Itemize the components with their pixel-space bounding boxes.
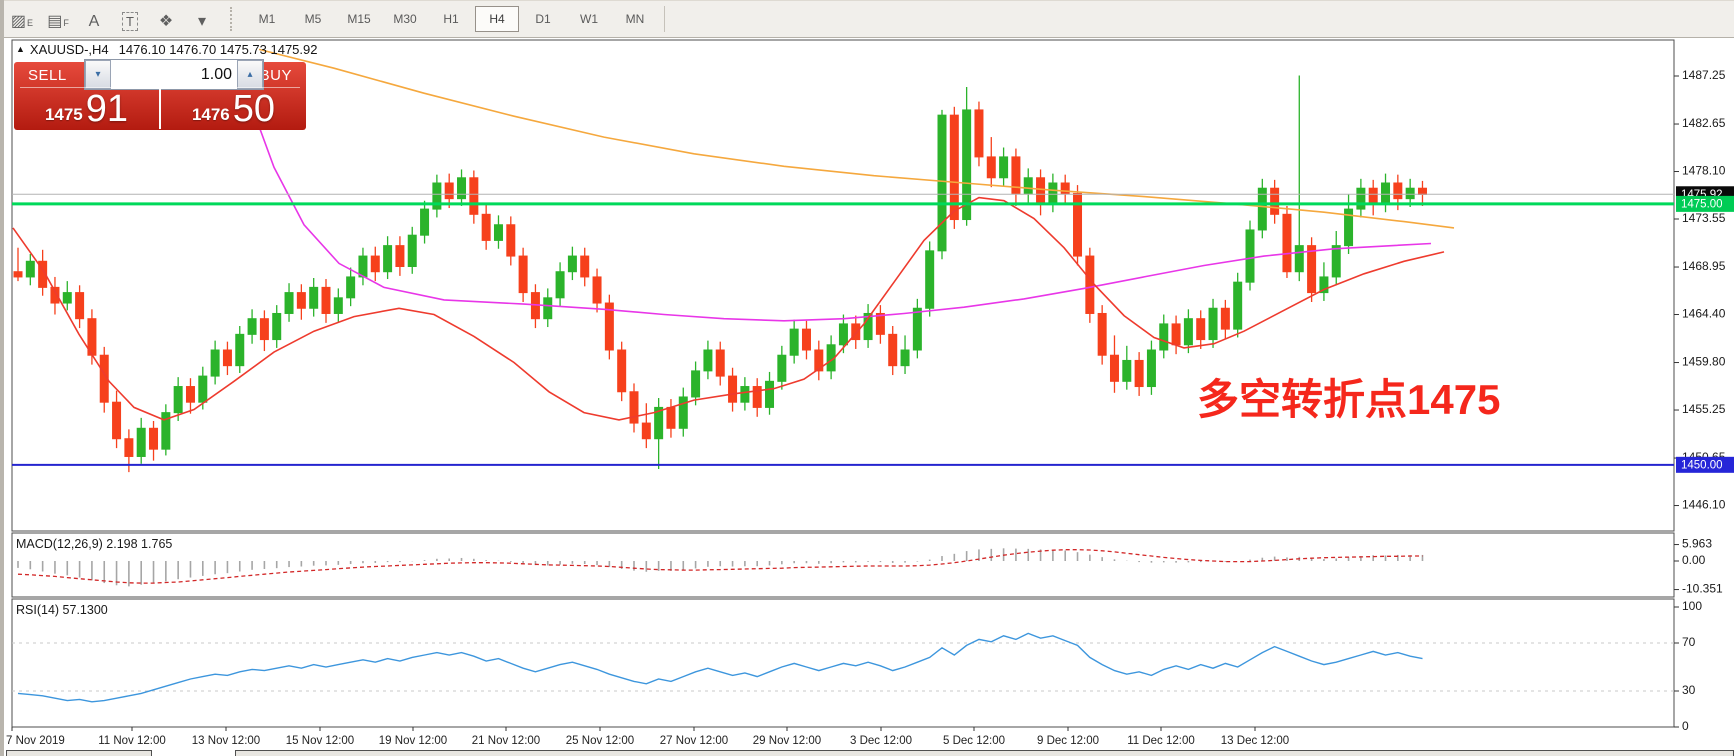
text-box-icon[interactable]: T [115,5,145,31]
macd-indicator-label: MACD(12,26,9) 2.198 1.765 [16,537,173,551]
price-divider [159,89,161,129]
toolbar-grip[interactable] [230,7,238,31]
arrow-objects-icon[interactable]: ❖ [158,13,174,30]
svg-text:21 Nov 12:00: 21 Nov 12:00 [472,735,540,747]
objects-dropdown-icon[interactable]: ▾ [197,13,207,30]
buy-price-big: 50 [232,87,276,130]
panel-divider [20,87,300,88]
bottom-tab-stub[interactable] [6,750,152,756]
sell-price-big: 91 [85,87,129,130]
ohlc-values: 1476.10 1476.70 1475.73 1475.92 [118,42,318,57]
svg-text:5 Dec 12:00: 5 Dec 12:00 [943,735,1005,747]
buy-price-small: 1476 [191,105,230,124]
timeframe-M1[interactable]: M1 [258,12,276,26]
timeframe-H1[interactable]: H1 [443,12,459,26]
svg-text:15 Nov 12:00: 15 Nov 12:00 [286,735,354,747]
volume-spinner: ▾ ▴ [84,59,264,90]
svg-text:25 Nov 12:00: 25 Nov 12:00 [566,735,634,747]
svg-text:3 Dec 12:00: 3 Dec 12:00 [850,735,912,747]
macd-signal-line [17,549,1423,584]
chart-title: ▲ XAUUSD-,H4 1476.10 1476.70 1475.73 1475.… [16,42,317,57]
svg-text:1478.10: 1478.10 [1682,164,1726,178]
svg-text:1446.10: 1446.10 [1682,498,1726,512]
sell-price-small: 1475 [44,105,83,124]
equidistant-channel-icon[interactable]: ▨ E [10,13,34,30]
timeframe-M5[interactable]: M5 [304,12,322,26]
svg-text:5.963: 5.963 [1682,537,1712,551]
drawing-tools-group: ▨ E ▤ F A T ❖ ▾ [4,5,220,33]
svg-text:1475.00: 1475.00 [1681,198,1723,210]
svg-text:70: 70 [1682,635,1696,649]
svg-text:1468.95: 1468.95 [1682,259,1726,273]
timeframe-M15[interactable]: M15 [347,12,371,26]
time-axis: 7 Nov 2019 11 Nov 12:00 13 Nov 12:00 15 Nov… [6,727,1289,747]
svg-text:1487.25: 1487.25 [1682,68,1726,82]
svg-text:9 Dec 12:00: 9 Dec 12:00 [1037,735,1099,747]
volume-input[interactable] [111,60,237,89]
svg-text:0: 0 [1682,719,1689,733]
svg-text:30: 30 [1682,683,1696,697]
bottom-tab-stub[interactable] [235,750,1734,756]
svg-text:1450.00: 1450.00 [1681,459,1723,471]
svg-text:29 Nov 12:00: 29 Nov 12:00 [753,735,821,747]
chart-canvas[interactable]: 1487.25 1482.65 1478.10 1473.55 1468.95 1464.… [4,0,1734,756]
svg-text:1464.40: 1464.40 [1682,307,1726,321]
svg-text:1455.25: 1455.25 [1682,402,1726,416]
one-click-trading-panel: SELL BUY ▾ ▴ 1475 91 1476 50 [14,59,306,130]
svg-text:1459.80: 1459.80 [1682,355,1726,369]
buy-price-display[interactable]: 1476 50 [161,88,306,130]
svg-text:27 Nov 12:00: 27 Nov 12:00 [660,735,728,747]
sell-price-display[interactable]: 1475 91 [14,88,159,130]
svg-text:11 Nov 12:00: 11 Nov 12:00 [98,735,166,747]
svg-text:13 Dec 12:00: 13 Dec 12:00 [1221,735,1289,747]
volume-decrease-button[interactable]: ▾ [85,60,111,89]
rsi-panel: 100 70 30 0 [12,599,1702,733]
macd-panel: 5.963 0.00 -10.351 [17,537,1723,596]
symbol-period-label: XAUUSD-,H4 [29,42,109,57]
svg-text:11 Dec 12:00: 11 Dec 12:00 [1127,735,1195,747]
chart-annotation-text: 多空转折点1475 [1197,376,1501,423]
timeframe-M30[interactable]: M30 [393,12,417,26]
rsi-line [17,632,1423,703]
price-axis: 1487.25 1482.65 1478.10 1473.55 1468.95 1464.… [1674,68,1726,512]
svg-text:1482.65: 1482.65 [1682,116,1726,130]
timeframe-H4[interactable]: H4 [475,6,519,32]
svg-text:0.00: 0.00 [1682,553,1706,567]
sell-button[interactable]: SELL [28,66,67,84]
fibonacci-grid-icon[interactable]: ▤ F [47,13,69,30]
ma-orange-line [258,48,1455,229]
collapse-marker-icon[interactable]: ▲ [16,44,25,54]
svg-text:-10.351: -10.351 [1682,582,1723,596]
timeframe-D1[interactable]: D1 [535,12,551,26]
toolbar: ▨ E ▤ F A T ❖ ▾ M1 M5 M15 M30 H1 H4 D1 W1 MN [4,0,1734,38]
text-label-icon[interactable]: A [88,13,100,30]
svg-text:1473.55: 1473.55 [1682,211,1726,225]
toolbar-separator [664,6,665,32]
svg-text:19 Nov 12:00: 19 Nov 12:00 [379,735,447,747]
svg-text:7 Nov 2019: 7 Nov 2019 [6,735,65,747]
buy-button[interactable]: BUY [259,66,292,84]
timeframe-group: M1 M5 M15 M30 H1 H4 D1 W1 MN [244,6,658,32]
timeframe-MN[interactable]: MN [625,12,645,26]
svg-text:13 Nov 12:00: 13 Nov 12:00 [192,735,260,747]
timeframe-W1[interactable]: W1 [580,12,598,26]
rsi-indicator-label: RSI(14) 57.1300 [16,603,108,617]
svg-text:100: 100 [1682,599,1702,613]
volume-increase-button[interactable]: ▴ [237,60,263,89]
ma-magenta-line [252,109,1432,322]
ma-red-line [12,196,1445,421]
